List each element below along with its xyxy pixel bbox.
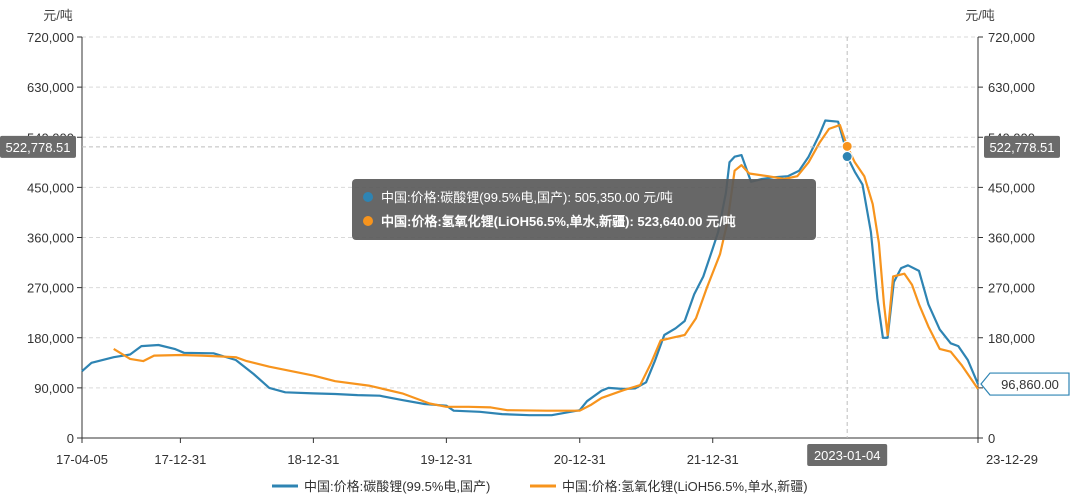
legend-label-1: 中国:价格:碳酸锂(99.5%电,国产) bbox=[304, 479, 490, 494]
y-tick-label-left: 720,000 bbox=[27, 30, 74, 45]
y-tick-label-right: 180,000 bbox=[988, 331, 1035, 346]
x-tick-label: 20-12-31 bbox=[554, 452, 606, 467]
y-tick-label-right: 360,000 bbox=[988, 231, 1035, 246]
x-tick-label: 23-12-29 bbox=[986, 452, 1038, 467]
y-tick-label-right: 270,000 bbox=[988, 281, 1035, 296]
legend-label-2: 中国:价格:氢氧化锂(LiOH56.5%,单水,新疆) bbox=[562, 479, 808, 494]
series-layer bbox=[81, 119, 980, 417]
y-tick-label-left: 0 bbox=[67, 431, 74, 446]
y-unit-right: 元/吨 bbox=[965, 8, 995, 23]
series-line-2 bbox=[113, 123, 979, 412]
crosshair-y-value-left: 522,778.51 bbox=[5, 140, 70, 155]
y-tick-label-right: 450,000 bbox=[988, 180, 1035, 195]
y-tick-label-left: 630,000 bbox=[27, 80, 74, 95]
y-tick-label-right: 720,000 bbox=[988, 30, 1035, 45]
crosshair-y-badge-right bbox=[984, 135, 1060, 158]
y-tick-label-left: 180,000 bbox=[27, 331, 74, 346]
last-value-label: 96,860.00 bbox=[1001, 377, 1059, 392]
axis-layer: 0090,00090,000180,000180,000270,000270,0… bbox=[27, 30, 1038, 467]
y-tick-label-right: 0 bbox=[988, 431, 995, 446]
tooltip-marker-1 bbox=[363, 192, 373, 202]
crosshair-x-value: 2023-01-04 bbox=[814, 448, 881, 463]
x-tick-label: 17-04-05 bbox=[56, 452, 108, 467]
crosshair-x-badge bbox=[807, 444, 888, 466]
hover-point-2 bbox=[841, 140, 853, 152]
tooltip-row-1: 中国:价格:碳酸锂(99.5%电,国产): 505,350.00 元/吨 bbox=[381, 190, 673, 205]
x-tick-label: 21-12-31 bbox=[687, 452, 739, 467]
tooltip-marker-2 bbox=[363, 216, 373, 226]
y-tick-label-left: 270,000 bbox=[27, 281, 74, 296]
series-line-1 bbox=[81, 119, 980, 417]
x-tick-label: 19-12-31 bbox=[420, 452, 472, 467]
legend: 中国:价格:碳酸锂(99.5%电,国产) 中国:价格:氢氧化锂(LiOH56.5%… bbox=[272, 479, 808, 494]
y-tick-label-left: 450,000 bbox=[27, 180, 74, 195]
tooltip-row-2: 中国:价格:氢氧化锂(LiOH56.5%,单水,新疆): 523,640.00 … bbox=[381, 214, 736, 229]
tooltip: 中国:价格:碳酸锂(99.5%电,国产): 505,350.00 元/吨中国:价… bbox=[352, 179, 816, 240]
crosshair-y-badge-left bbox=[0, 135, 76, 158]
crosshair-y-value-right: 522,778.51 bbox=[989, 140, 1054, 155]
hover-point-1 bbox=[841, 151, 853, 163]
y-tick-label-right: 630,000 bbox=[988, 80, 1035, 95]
overlay-layer: 522,778.51 522,778.51 2023-01-04 96,860.00 中… bbox=[0, 37, 1070, 466]
tooltip-background bbox=[352, 179, 816, 240]
last-value-callout bbox=[980, 372, 1070, 396]
y-tick-label-left: 90,000 bbox=[34, 381, 74, 396]
x-tick-label: 17-12-31 bbox=[154, 452, 206, 467]
y-unit-left: 元/吨 bbox=[43, 8, 73, 23]
x-tick-label: 18-12-31 bbox=[287, 452, 339, 467]
y-tick-label-left: 360,000 bbox=[27, 231, 74, 246]
